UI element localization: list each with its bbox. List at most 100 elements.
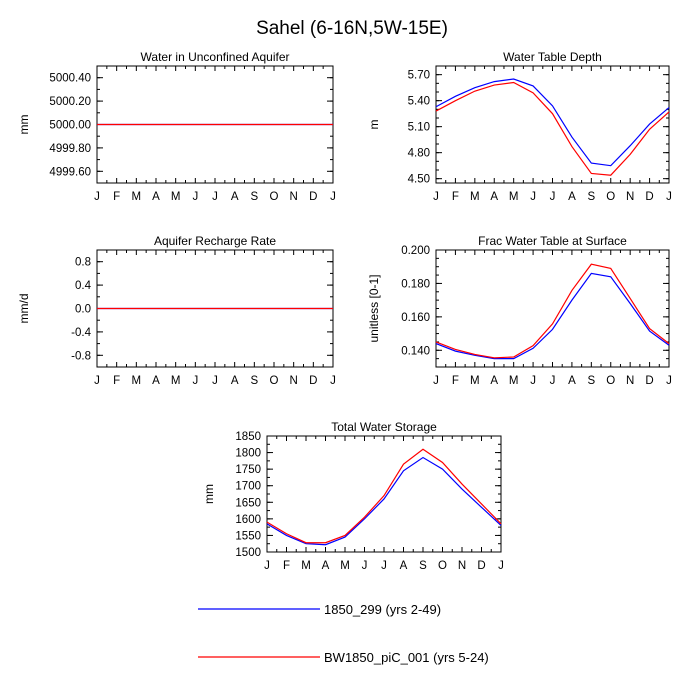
series-line-1 bbox=[435, 78, 670, 167]
x-tick-label: O bbox=[606, 191, 615, 203]
x-tick-label: J bbox=[192, 375, 198, 387]
x-tick-label: A bbox=[400, 560, 408, 572]
x-tick-label: F bbox=[452, 375, 459, 387]
y-tick-label: 0.200 bbox=[401, 245, 430, 257]
x-tick-label: M bbox=[340, 560, 350, 572]
x-tick-label: N bbox=[290, 191, 298, 203]
x-tick-label: J bbox=[666, 375, 672, 387]
x-tick-label: J bbox=[498, 560, 504, 572]
y-tick-label: 1750 bbox=[235, 464, 261, 476]
x-tick-label: S bbox=[419, 560, 427, 572]
legend: 1850_299 (yrs 2-49) BW1850_piC_001 (yrs 5… bbox=[198, 602, 489, 665]
x-tick-label: N bbox=[626, 375, 634, 387]
x-tick-label: S bbox=[587, 191, 595, 203]
y-tick-label: 0.8 bbox=[75, 257, 91, 269]
y-tick-label: 0.160 bbox=[401, 312, 430, 324]
y-tick-label: -0.8 bbox=[71, 350, 91, 362]
x-tick-label: A bbox=[568, 375, 576, 387]
y-axis-label: mm bbox=[17, 115, 31, 135]
y-tick-label: 1850 bbox=[235, 431, 261, 443]
x-tick-label: M bbox=[470, 191, 480, 203]
y-tick-label: 1700 bbox=[235, 481, 261, 493]
panel-title: Water in Unconfined Aquifer bbox=[141, 50, 290, 64]
x-tick-label: A bbox=[152, 375, 160, 387]
x-tick-label: A bbox=[322, 560, 330, 572]
x-tick-label: D bbox=[477, 560, 485, 572]
x-tick-label: A bbox=[568, 191, 576, 203]
x-tick-label: A bbox=[231, 191, 239, 203]
x-tick-label: J bbox=[264, 560, 270, 572]
y-axis-label: unitless [0-1] bbox=[367, 274, 381, 342]
x-tick-label: J bbox=[192, 191, 198, 203]
panel-title: Water Table Depth bbox=[503, 50, 602, 64]
y-tick-label: 1550 bbox=[235, 530, 261, 542]
y-axis-label: m bbox=[367, 120, 381, 130]
y-tick-label: 5000.40 bbox=[49, 73, 91, 85]
x-tick-label: F bbox=[452, 191, 459, 203]
y-axis-label: mm/d bbox=[17, 294, 31, 324]
x-tick-label: J bbox=[550, 375, 556, 387]
x-tick-label: M bbox=[509, 191, 519, 203]
x-tick-label: J bbox=[550, 191, 556, 203]
y-tick-label: 4999.80 bbox=[49, 143, 91, 155]
y-tick-label: 5.40 bbox=[408, 96, 430, 108]
legend-label-2: BW1850_piC_001 (yrs 5-24) bbox=[324, 650, 489, 665]
y-tick-label: 0.4 bbox=[75, 280, 92, 292]
series-line-2 bbox=[266, 448, 502, 544]
plot-frame bbox=[266, 435, 502, 553]
x-tick-label: J bbox=[94, 191, 100, 203]
x-tick-label: J bbox=[530, 191, 536, 203]
y-tick-label: 0.0 bbox=[75, 304, 91, 316]
x-tick-label: J bbox=[94, 375, 100, 387]
panel-title: Aquifer Recharge Rate bbox=[154, 234, 276, 248]
x-tick-label: D bbox=[309, 191, 317, 203]
y-tick-label: 1500 bbox=[235, 547, 261, 559]
x-tick-label: F bbox=[113, 191, 120, 203]
y-tick-label: 0.180 bbox=[401, 278, 430, 290]
x-tick-label: M bbox=[301, 560, 311, 572]
x-tick-label: O bbox=[270, 375, 279, 387]
x-tick-label: M bbox=[171, 191, 181, 203]
x-tick-label: J bbox=[530, 375, 536, 387]
y-tick-label: 5000.00 bbox=[49, 120, 91, 132]
x-tick-label: M bbox=[470, 375, 480, 387]
x-tick-label: J bbox=[666, 191, 672, 203]
x-tick-label: N bbox=[458, 560, 466, 572]
x-tick-label: A bbox=[231, 375, 239, 387]
x-tick-label: F bbox=[283, 560, 290, 572]
series-line-2 bbox=[435, 81, 670, 176]
x-tick-label: J bbox=[212, 191, 218, 203]
x-tick-label: J bbox=[362, 560, 368, 572]
y-axis-label: mm bbox=[202, 484, 216, 504]
x-tick-label: O bbox=[270, 191, 279, 203]
panel-4: Frac Water Table at Surface unitless [0-1… bbox=[367, 234, 672, 387]
y-tick-label: 5000.20 bbox=[49, 96, 91, 108]
x-tick-label: A bbox=[152, 191, 160, 203]
legend-label-1: 1850_299 (yrs 2-49) bbox=[324, 602, 441, 617]
panel-title: Frac Water Table at Surface bbox=[478, 234, 627, 248]
x-tick-label: J bbox=[433, 191, 439, 203]
y-tick-label: 4999.60 bbox=[49, 166, 91, 178]
plot-frame bbox=[435, 65, 670, 184]
y-tick-label: 5.70 bbox=[408, 70, 430, 82]
y-tick-label: 1600 bbox=[235, 514, 261, 526]
x-tick-label: O bbox=[606, 375, 615, 387]
x-tick-label: S bbox=[250, 191, 258, 203]
x-tick-label: D bbox=[645, 375, 653, 387]
y-tick-label: 1650 bbox=[235, 497, 261, 509]
series-line-1 bbox=[435, 272, 670, 360]
x-tick-label: N bbox=[290, 375, 298, 387]
x-tick-label: M bbox=[171, 375, 181, 387]
x-tick-label: M bbox=[132, 191, 142, 203]
y-tick-label: 1800 bbox=[235, 448, 261, 460]
figure-title: Sahel (6-16N,5W-15E) bbox=[256, 18, 448, 39]
x-tick-label: D bbox=[645, 191, 653, 203]
x-tick-label: J bbox=[381, 560, 387, 572]
series-line-1 bbox=[266, 456, 502, 546]
